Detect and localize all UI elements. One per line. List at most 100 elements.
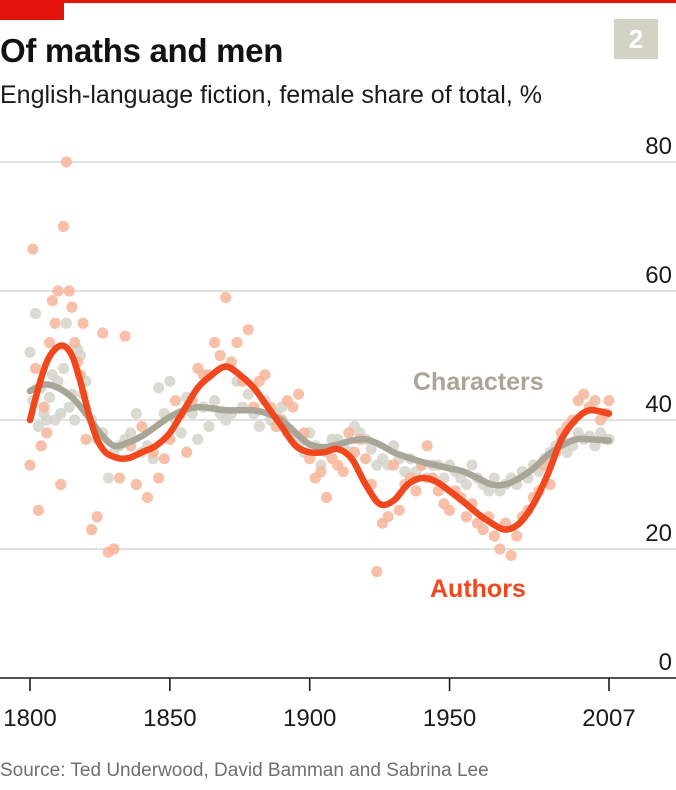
authors-point <box>292 388 305 400</box>
authors-point <box>382 511 394 523</box>
characters-point <box>130 407 142 420</box>
authors-point <box>209 337 221 349</box>
x-tick-label-1800: 1800 <box>3 705 56 732</box>
authors-point <box>49 317 61 329</box>
authors-point <box>141 491 154 503</box>
authors-point <box>85 524 98 536</box>
authors-point <box>388 459 400 471</box>
chart-title: Of maths and men <box>0 32 284 69</box>
characters-point <box>29 307 42 320</box>
characters-point <box>365 443 377 455</box>
characters-point <box>24 346 36 358</box>
authors-point <box>231 337 243 349</box>
characters-point <box>43 391 56 404</box>
authors-point <box>505 549 517 562</box>
characters-point <box>483 485 495 497</box>
authors-point <box>46 295 58 307</box>
characters-point <box>125 427 137 439</box>
y-tick-label-60: 60 <box>645 262 672 289</box>
authors-point <box>315 466 327 478</box>
x-axis: 1800 1850 1900 1950 2007 <box>0 677 676 732</box>
characters-point <box>55 407 67 420</box>
authors-point <box>360 453 372 465</box>
y-tick-label-80: 80 <box>645 133 672 160</box>
chart-number-badge: 2 <box>614 19 658 59</box>
authors-point <box>337 466 349 478</box>
authors-point <box>242 324 254 336</box>
gridlines <box>0 161 676 550</box>
characters-point <box>192 433 204 445</box>
authors-point <box>589 395 601 407</box>
authors-point <box>27 243 39 255</box>
authors-point <box>220 291 232 304</box>
characters-point <box>466 459 478 471</box>
authors-point <box>393 504 405 516</box>
characters-point <box>32 420 44 433</box>
characters-point <box>41 414 53 426</box>
authors-point <box>38 401 50 413</box>
authors-point <box>136 420 148 433</box>
characters-point <box>60 317 72 329</box>
characters-label: Characters <box>413 368 544 396</box>
characters-point <box>203 420 215 433</box>
characters-point <box>460 478 472 491</box>
authors-point <box>460 511 472 523</box>
authors-point <box>578 388 590 400</box>
characters-point <box>209 395 221 407</box>
series-lines <box>26 342 613 533</box>
characters-point <box>153 382 165 394</box>
authors-point <box>24 459 36 471</box>
source-note: Source: Ted Underwood, David Bamman and … <box>0 760 489 781</box>
x-tick-label-1900: 1900 <box>283 705 336 732</box>
authors-point <box>214 349 226 362</box>
y-tick-label-20: 20 <box>645 520 672 547</box>
authors-line <box>26 342 613 533</box>
authors-point <box>80 433 92 445</box>
authors-point <box>108 543 120 555</box>
brand-red-tag <box>0 0 64 20</box>
characters-line <box>26 381 613 489</box>
authors-point <box>43 337 56 349</box>
authors-point <box>29 362 42 374</box>
authors-point <box>77 317 89 329</box>
chart-subtitle: English-language fiction, female share o… <box>0 81 542 109</box>
characters-point <box>253 420 265 433</box>
authors-point <box>259 369 271 381</box>
authors-point <box>119 330 131 342</box>
characters-point <box>488 472 500 484</box>
characters-point <box>63 401 75 413</box>
top-accent-line <box>0 0 676 3</box>
authors-point <box>603 395 615 407</box>
authors-point <box>63 285 75 297</box>
x-tick-label-1950: 1950 <box>423 705 476 732</box>
characters-point <box>242 388 254 400</box>
authors-point <box>69 337 81 349</box>
line-chart: 0 20 40 60 80 1800 1850 1900 1950 2007 Character… <box>0 133 676 732</box>
authors-point <box>371 565 383 578</box>
authors-point <box>421 440 433 452</box>
characters-point <box>69 414 81 426</box>
y-axis-ticks: 0 20 40 60 80 <box>645 133 672 676</box>
authors-point <box>511 530 523 542</box>
authors-point <box>113 472 126 484</box>
authors-point <box>55 478 67 491</box>
y-tick-label-0: 0 <box>659 649 672 676</box>
authors-point <box>41 427 53 439</box>
authors-point <box>153 472 165 484</box>
authors-point <box>130 478 142 491</box>
authors-point <box>494 543 506 555</box>
authors-point <box>35 440 47 452</box>
characters-point <box>164 375 176 387</box>
characters-point <box>57 362 70 374</box>
series-labels: Characters Authors <box>413 368 544 603</box>
characters-point <box>102 472 114 484</box>
x-tick-label-1850: 1850 <box>143 705 196 732</box>
authors-point <box>169 395 182 407</box>
authors-point <box>477 524 489 536</box>
authors-point <box>158 453 170 465</box>
authors-point <box>32 504 44 516</box>
authors-point <box>66 301 78 313</box>
x-tick-label-2007: 2007 <box>582 705 635 732</box>
authors-point <box>343 427 355 439</box>
authors-point <box>91 511 103 523</box>
